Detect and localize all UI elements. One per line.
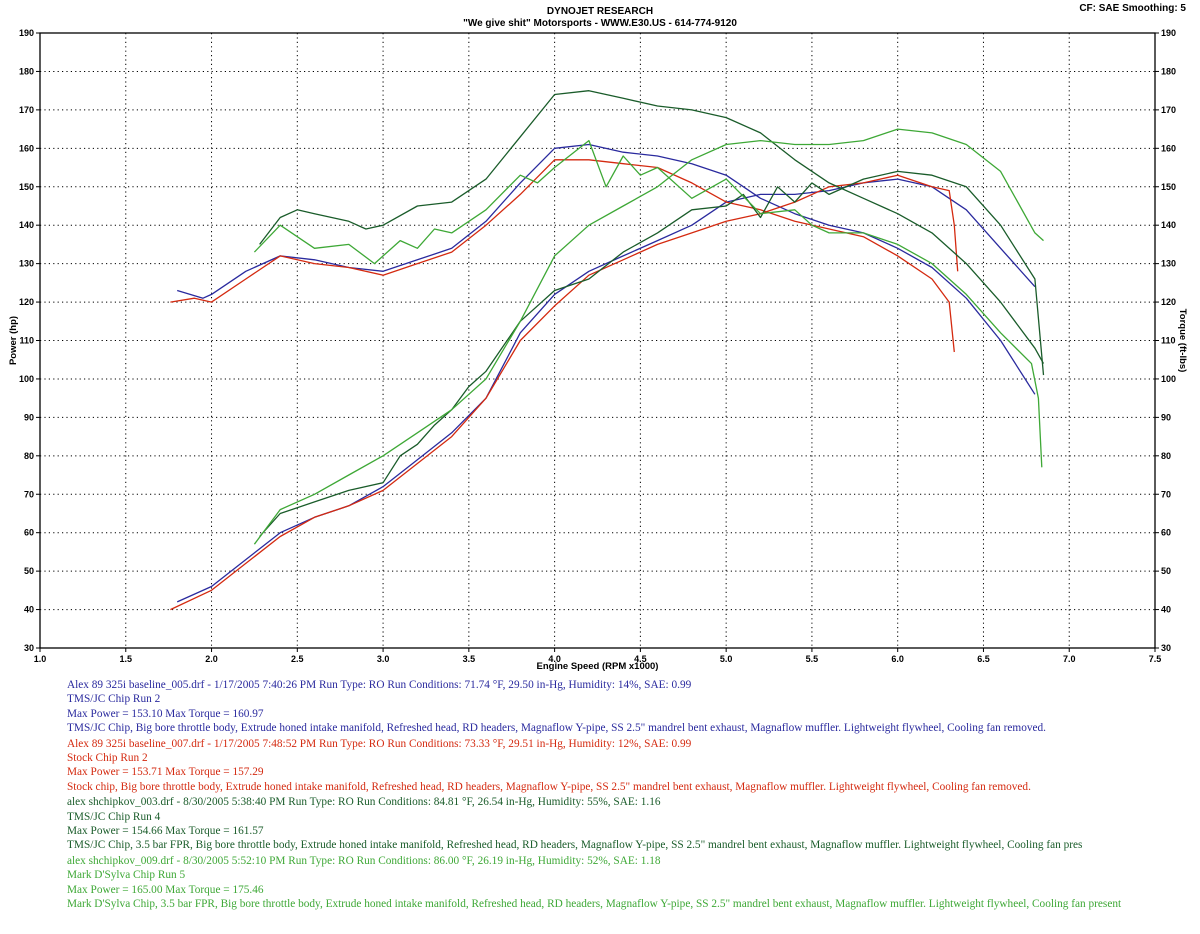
y-tick-label-right: 50 — [1161, 566, 1171, 576]
y-tick-label-left: 110 — [19, 336, 34, 346]
y-tick-label-left: 80 — [24, 451, 34, 461]
run-info-block: alex shchipkov_003.drf - 8/30/2005 5:38:… — [67, 795, 1200, 852]
x-tick-label: 6.5 — [977, 654, 990, 664]
x-tick-label: 6.0 — [891, 654, 904, 664]
x-tick-label: 1.5 — [120, 654, 133, 664]
y-tick-label-right: 140 — [1161, 220, 1176, 230]
y-axis-label-left: Power (hp) — [8, 316, 19, 365]
y-tick-label-left: 160 — [19, 143, 34, 153]
series-line-power — [170, 174, 959, 611]
series-line-torque — [170, 159, 955, 353]
x-tick-label: 4.5 — [634, 654, 647, 664]
run-name: TMS/JC Chip Run 4 — [67, 810, 161, 823]
chart-subtitle: "We give shit" Motorsports - WWW.E30.US … — [463, 18, 737, 29]
run-notes: Alex 89 325i baseline_005.drf - 1/17/200… — [67, 678, 1200, 913]
run-max-values: Max Power = 165.00 Max Torque = 175.46 — [67, 883, 264, 896]
series-line-power — [259, 170, 1045, 537]
x-tick-label: 3.0 — [377, 654, 390, 664]
y-tick-label-right: 180 — [1161, 66, 1176, 76]
run-file-line: alex shchipkov_009.drf - 8/30/2005 5:52:… — [67, 855, 661, 868]
chart-title: DYNOJET RESEARCH — [546, 6, 654, 17]
run-info-block: Alex 89 325i baseline_005.drf - 1/17/200… — [67, 678, 1200, 735]
y-axis-label-right: Torque (ft-lbs) — [1177, 309, 1188, 373]
y-tick-label-right: 160 — [1161, 143, 1176, 153]
y-tick-label-left: 120 — [19, 297, 34, 307]
y-tick-label-left: 150 — [19, 182, 34, 192]
y-tick-label-right: 40 — [1161, 605, 1171, 615]
run-description: Mark D'Sylva Chip, 3.5 bar FPR, Big bore… — [67, 897, 1122, 910]
y-tick-label-left: 180 — [19, 66, 34, 76]
y-tick-label-right: 70 — [1161, 489, 1171, 499]
y-tick-label-right: 80 — [1161, 451, 1171, 461]
series-line-torque — [177, 143, 1036, 395]
y-tick-label-right: 170 — [1161, 105, 1176, 115]
series-line-torque — [259, 90, 1045, 364]
y-tick-label-left: 90 — [24, 412, 34, 422]
x-tick-label: 3.5 — [463, 654, 476, 664]
y-tick-label-right: 150 — [1161, 182, 1176, 192]
y-tick-label-right: 60 — [1161, 528, 1171, 538]
run-description: TMS/JC Chip, 3.5 bar FPR, Big bore throt… — [67, 839, 1083, 852]
run-description: TMS/JC Chip, Big bore throttle body, Ext… — [67, 721, 1046, 734]
y-tick-label-left: 170 — [19, 105, 34, 115]
x-tick-label: 5.0 — [720, 654, 733, 664]
run-file-line: alex shchipkov_003.drf - 8/30/2005 5:38:… — [67, 796, 661, 809]
x-axis-label: Engine Speed (RPM x1000) — [537, 661, 659, 672]
x-tick-label: 2.0 — [205, 654, 218, 664]
run-file-line: Alex 89 325i baseline_005.drf - 1/17/200… — [67, 679, 692, 691]
y-tick-label-left: 130 — [19, 259, 34, 269]
y-tick-label-right: 30 — [1161, 643, 1171, 653]
run-max-values: Max Power = 153.10 Max Torque = 160.97 — [67, 707, 264, 720]
run-info-block: alex shchipkov_009.drf - 8/30/2005 5:52:… — [67, 854, 1200, 911]
x-tick-label: 1.0 — [34, 654, 47, 664]
y-tick-label-left: 60 — [24, 528, 34, 538]
y-tick-label-right: 120 — [1161, 297, 1176, 307]
y-tick-label-left: 190 — [19, 28, 34, 38]
y-tick-label-right: 130 — [1161, 259, 1176, 269]
x-tick-label: 4.0 — [548, 654, 561, 664]
run-max-values: Max Power = 153.71 Max Torque = 157.29 — [67, 766, 264, 779]
correction-factor-info: CF: SAE Smoothing: 5 — [1079, 3, 1186, 14]
dyno-chart: 1.0 1.5 2.0 2.5 3.0 3.5 4.0 4.5 5.0 5.5 6.0 6.5 7.0 7… — [8, 28, 1188, 672]
series-line-power — [253, 128, 1044, 545]
y-tick-label-left: 30 — [24, 643, 34, 653]
run-description: Stock chip, Big bore throttle body, Extr… — [67, 780, 1031, 793]
y-tick-label-left: 140 — [19, 220, 34, 230]
x-tick-label: 5.5 — [806, 654, 819, 664]
y-tick-label-right: 90 — [1161, 412, 1171, 422]
y-tick-label-left: 70 — [24, 489, 34, 499]
run-max-values: Max Power = 154.66 Max Torque = 161.57 — [67, 824, 264, 837]
y-tick-label-left: 50 — [24, 566, 34, 576]
x-tick-label: 2.5 — [291, 654, 304, 664]
run-name: Mark D'Sylva Chip Run 5 — [67, 869, 186, 882]
run-name: Stock Chip Run 2 — [67, 751, 148, 764]
series-line-torque — [253, 139, 1043, 468]
y-tick-label-left: 40 — [24, 605, 34, 615]
run-info-block: Alex 89 325i baseline_007.drf - 1/17/200… — [67, 737, 1200, 794]
y-tick-label-left: 100 — [19, 374, 34, 384]
y-tick-label-right: 110 — [1161, 336, 1176, 346]
y-tick-label-right: 190 — [1161, 28, 1176, 38]
x-tick-label: 7.5 — [1149, 654, 1162, 664]
plot-frame — [39, 32, 1156, 649]
y-tick-label-right: 100 — [1161, 374, 1176, 384]
run-name: TMS/JC Chip Run 2 — [67, 693, 161, 706]
run-file-line: Alex 89 325i baseline_007.drf - 1/17/200… — [67, 737, 692, 750]
x-tick-label: 7.0 — [1063, 654, 1076, 664]
